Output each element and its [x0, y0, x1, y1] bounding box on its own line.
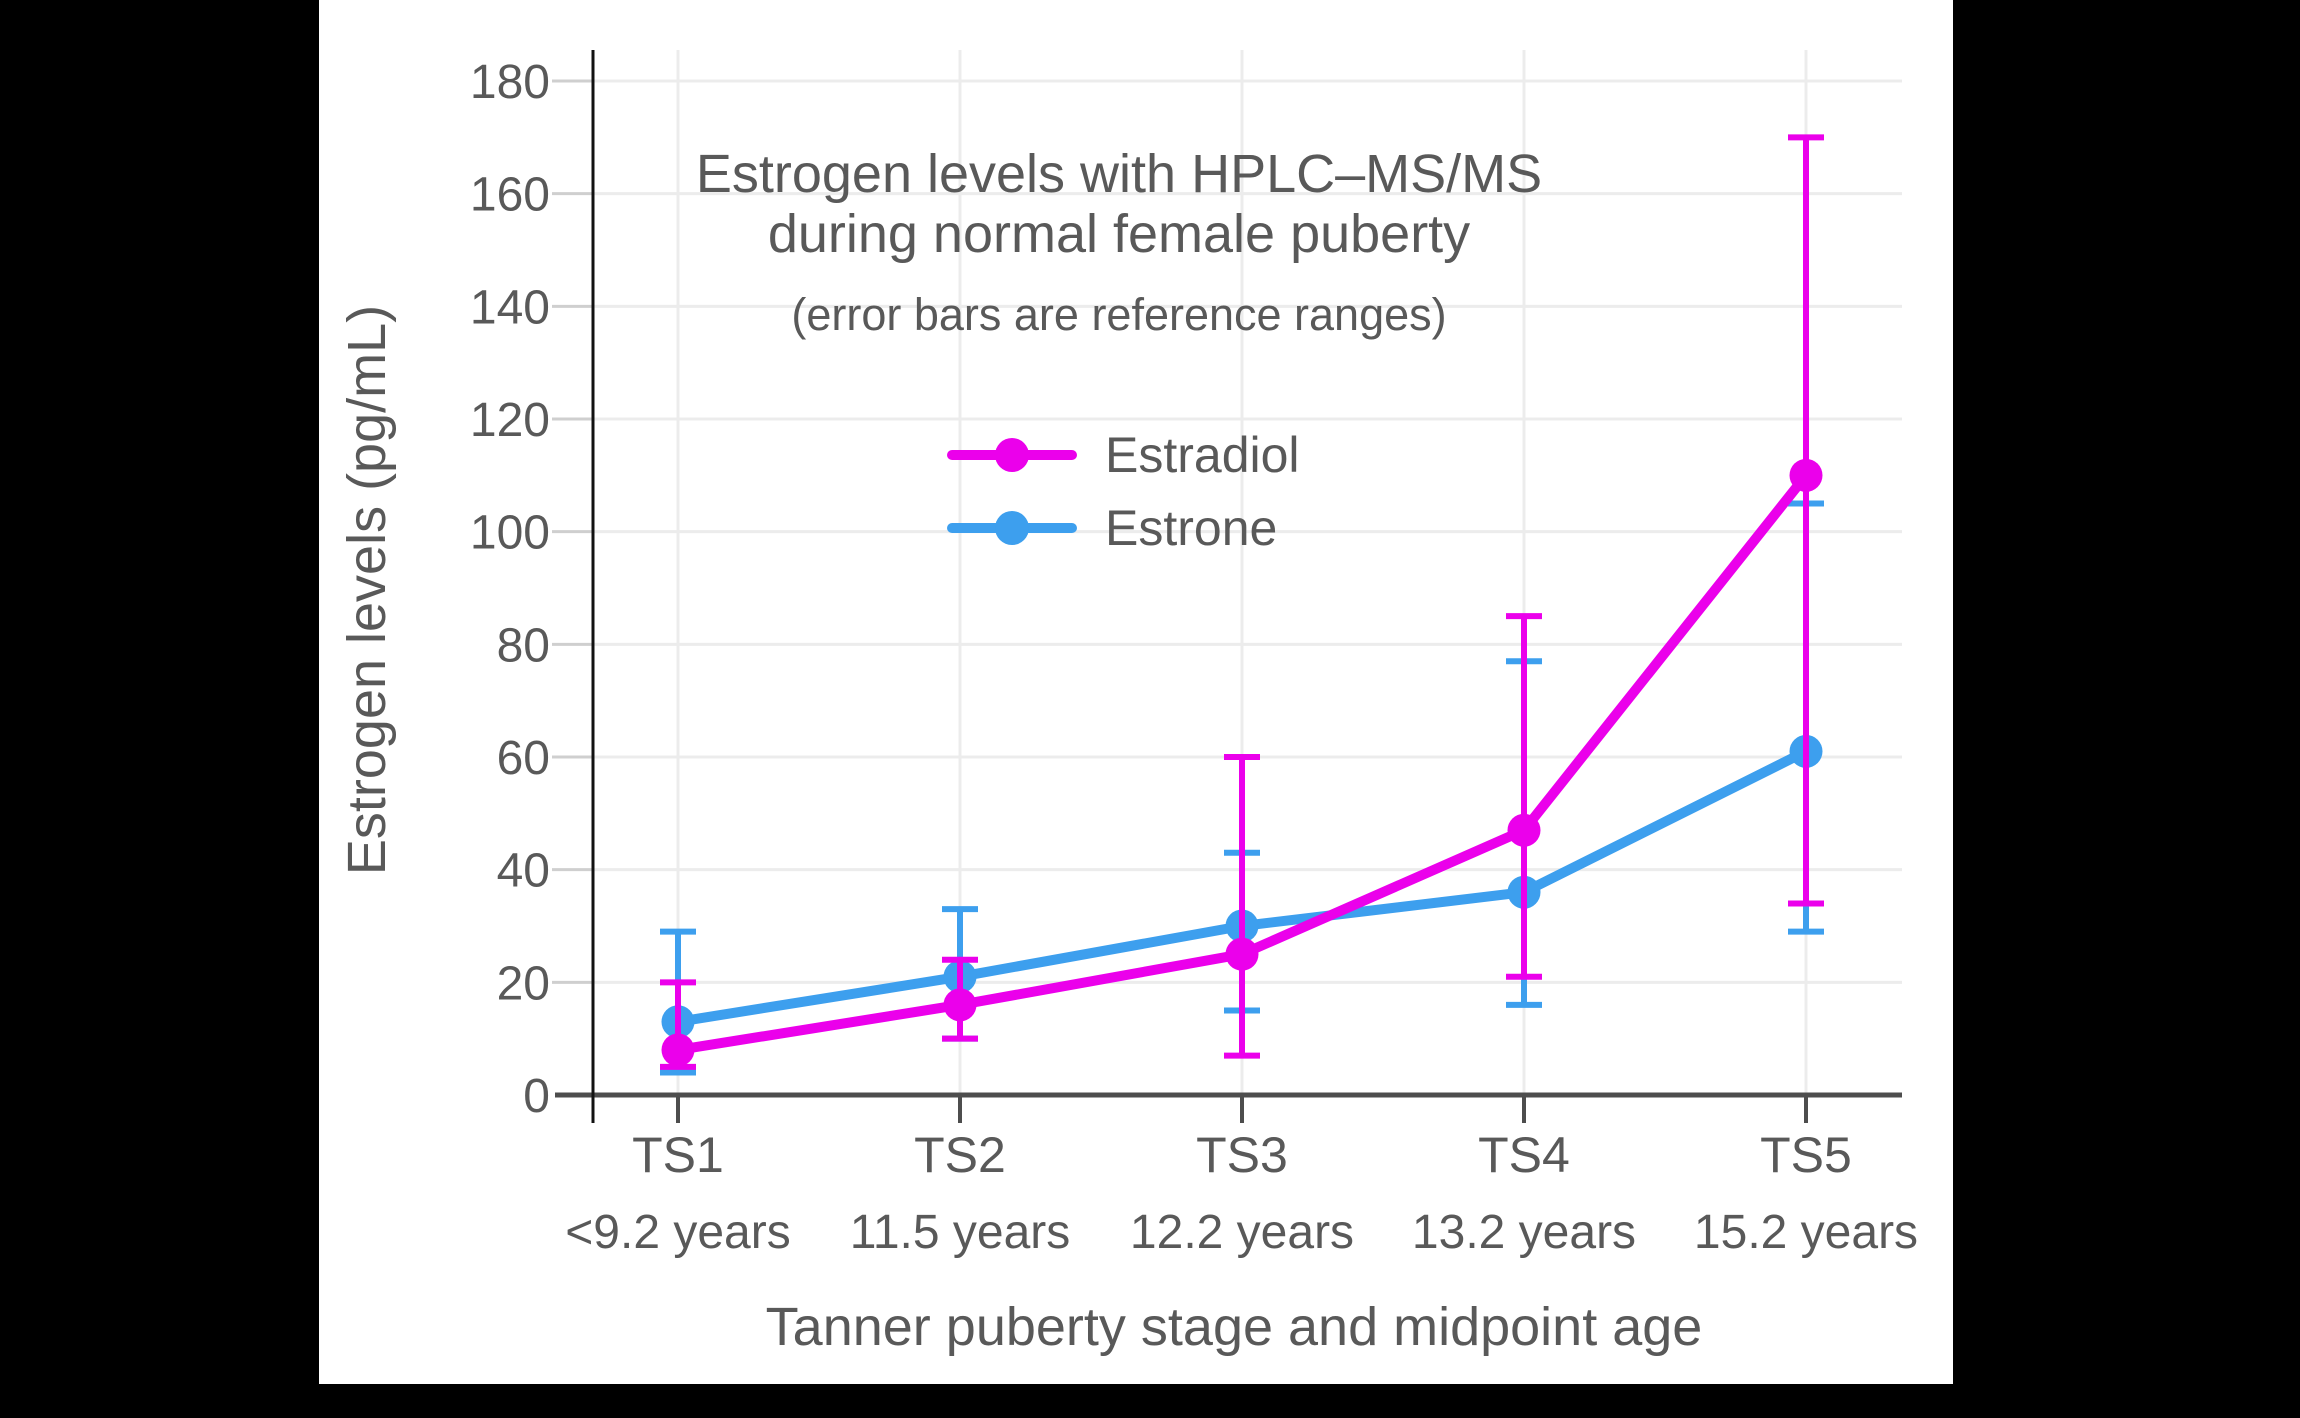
- legend-swatch-dot-estrone: [995, 511, 1029, 545]
- error-bar-estradiol-TS5: [1788, 134, 1824, 907]
- estrogen-line-chart: 0 20 40 60 80 100 120 140 160 180 TS1 <9.2 years TS2…: [337, 50, 1918, 1357]
- y-tick-label-40: 40: [497, 845, 550, 898]
- y-tick-label-180: 180: [470, 56, 550, 109]
- chart-title-line2: during normal female puberty: [768, 204, 1470, 264]
- y-tick-label-20: 20: [497, 957, 550, 1010]
- point-estradiol-TS2: [943, 988, 977, 1022]
- error-bar-estradiol-TS3: [1224, 754, 1260, 1059]
- y-tick-label-160: 160: [470, 169, 550, 222]
- legend-item-estradiol: Estradiol: [947, 427, 1300, 483]
- x-tick-label-TS2: TS2: [914, 1127, 1006, 1183]
- x-age-label-TS2: 11.5 years: [850, 1206, 1071, 1259]
- chart-subtitle: (error bars are reference ranges): [791, 289, 1446, 340]
- x-age-label-TS3: 12.2 years: [1130, 1206, 1354, 1259]
- chart-title-line1: Estrogen levels with HPLC–MS/MS: [696, 144, 1542, 204]
- legend-label-estradiol: Estradiol: [1105, 427, 1300, 483]
- x-tick-label-TS4: TS4: [1478, 1127, 1570, 1183]
- legend: Estradiol Estrone: [947, 427, 1300, 556]
- point-estradiol-TS3: [1225, 937, 1259, 971]
- legend-swatch-dot-estradiol: [995, 438, 1029, 472]
- y-tick-label-60: 60: [497, 732, 550, 785]
- point-estradiol-TS1: [661, 1033, 695, 1067]
- x-age-label-TS4: 13.2 years: [1412, 1206, 1636, 1259]
- x-age-label-TS5: 15.2 years: [1694, 1206, 1918, 1259]
- x-axis-title: Tanner puberty stage and midpoint age: [766, 1297, 1703, 1357]
- chart-card: 0 20 40 60 80 100 120 140 160 180 TS1 <9.2 years TS2…: [319, 0, 1953, 1384]
- y-tick-label-140: 140: [470, 281, 550, 334]
- point-estradiol-TS4: [1507, 813, 1541, 847]
- series-layer: [660, 134, 1824, 1076]
- axis-layer: [552, 50, 1902, 1123]
- x-tick-label-TS3: TS3: [1196, 1127, 1288, 1183]
- error-bar-estradiol-TS4: [1506, 613, 1542, 980]
- y-tick-label-100: 100: [470, 507, 550, 560]
- y-tick-label-80: 80: [497, 619, 550, 672]
- point-estradiol-TS5: [1789, 458, 1823, 492]
- x-age-label-TS1: <9.2 years: [565, 1206, 790, 1259]
- legend-label-estrone: Estrone: [1105, 500, 1277, 556]
- legend-item-estrone: Estrone: [947, 500, 1277, 556]
- y-axis-title: Estrogen levels (pg/mL): [337, 305, 397, 875]
- tick-label-layer: 0 20 40 60 80 100 120 140 160 180 TS1 <9.2 years TS2…: [470, 56, 1918, 1259]
- y-tick-label-0: 0: [523, 1070, 550, 1123]
- y-tick-label-120: 120: [470, 394, 550, 447]
- series-estradiol: [660, 134, 1824, 1070]
- x-tick-label-TS1: TS1: [632, 1127, 724, 1183]
- x-tick-label-TS5: TS5: [1760, 1127, 1852, 1183]
